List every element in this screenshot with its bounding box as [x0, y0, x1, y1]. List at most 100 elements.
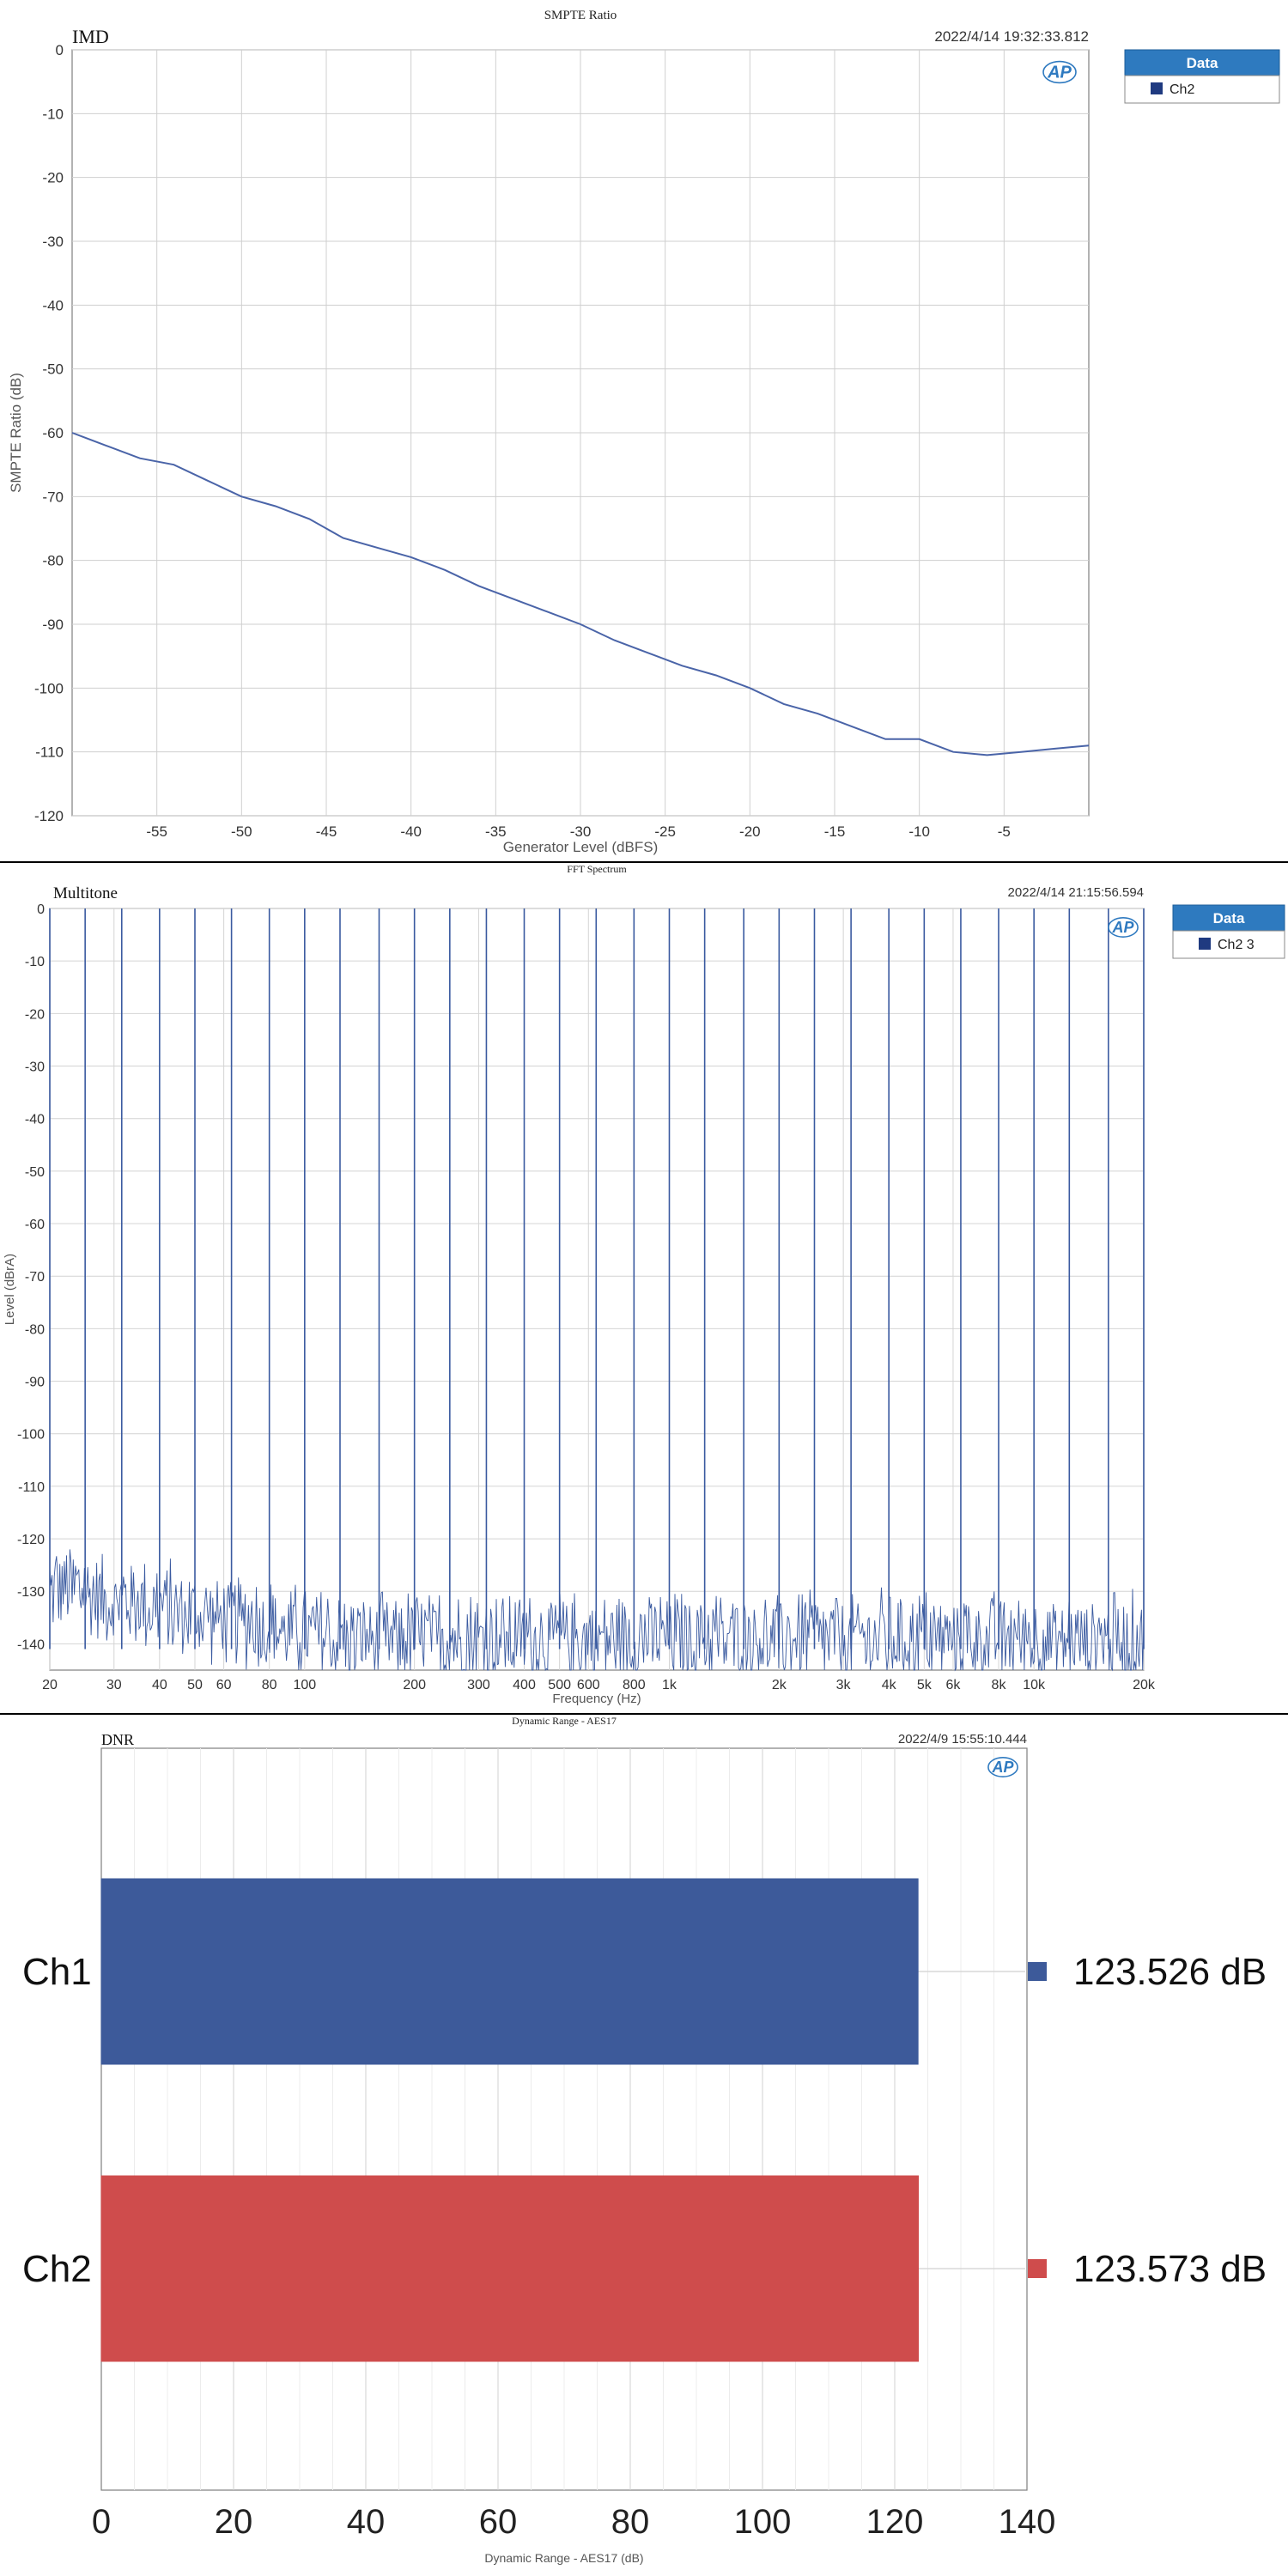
y-tick-label: -100	[34, 680, 64, 696]
y-tick-label: -10	[25, 955, 45, 969]
ap-logo-text: AP	[1111, 919, 1134, 936]
series-line-ch2	[71, 432, 1090, 756]
y-tick-label: -100	[17, 1428, 45, 1443]
chart-title: SMPTE Ratio	[544, 9, 617, 22]
y-tick-label: -50	[25, 1165, 45, 1180]
x-tick-label: -15	[824, 823, 846, 840]
x-tick-label: 5k	[917, 1678, 933, 1692]
y-axis-label: Level (dBrA)	[3, 1254, 17, 1325]
bar-ch2	[100, 2175, 920, 2362]
y-tick-label: -40	[25, 1113, 45, 1127]
y-tick-label: -50	[42, 361, 64, 378]
x-tick-label: -30	[570, 823, 592, 840]
y-tick-label: -70	[42, 489, 64, 505]
value-swatch	[1028, 2259, 1047, 2278]
x-tick-label: -5	[998, 823, 1011, 840]
x-tick-label: -20	[739, 823, 761, 840]
y-tick-label: 0	[56, 42, 64, 58]
ap-logo-ring	[1108, 917, 1139, 938]
x-axis-label: Dynamic Range - AES17 (dB)	[484, 2551, 643, 2565]
x-tick-label: 100	[293, 1678, 316, 1692]
chart-timestamp: 2022/4/14 19:32:33.812	[934, 28, 1089, 45]
x-tick-label: 30	[106, 1678, 122, 1692]
ap-logo: AP	[1108, 917, 1139, 938]
x-tick-label: 140	[999, 2503, 1056, 2541]
x-tick-label: 300	[467, 1678, 490, 1692]
x-tick-label: 40	[152, 1678, 167, 1692]
legend-title: Data	[1213, 910, 1245, 927]
y-tick-label: -30	[25, 1060, 45, 1075]
legend-header	[1124, 49, 1280, 76]
x-tick-label: 100	[734, 2503, 792, 2541]
y-tick-label: -60	[42, 425, 64, 441]
y-tick-label: -80	[25, 1322, 45, 1337]
x-tick-label: 800	[623, 1678, 646, 1692]
x-tick-label: 400	[513, 1678, 536, 1692]
x-tick-label: -45	[316, 823, 337, 840]
chart-tag: IMD	[72, 26, 109, 47]
legend-swatch	[1151, 82, 1163, 94]
y-tick-label: -140	[17, 1637, 45, 1652]
x-tick-label: 3k	[836, 1678, 852, 1692]
y-tick-label: -110	[18, 1480, 45, 1495]
x-tick-label: 40	[347, 2503, 386, 2541]
x-tick-label: -40	[400, 823, 422, 840]
chart-dynamic-range: 0 20 40 60 80 100 120 140 Ch1 123.526 dB Ch2 123.57…	[22, 1715, 1267, 2565]
y-tick-label: -90	[25, 1376, 45, 1390]
x-tick-label: 120	[866, 2503, 924, 2541]
x-tick-label: -25	[654, 823, 676, 840]
y-tick-label: -30	[42, 234, 64, 250]
ap-logo-ring	[1042, 60, 1077, 84]
y-tick-label: -20	[25, 1007, 45, 1022]
chart-timestamp: 2022/4/9 15:55:10.444	[898, 1732, 1027, 1747]
x-tick-label: 2k	[772, 1678, 787, 1692]
legend: Data Ch2 3	[1172, 904, 1285, 959]
x-tick-label: 80	[262, 1678, 277, 1692]
x-tick-label: 200	[403, 1678, 426, 1692]
y-tick-label: -110	[35, 744, 64, 761]
legend-header	[1172, 904, 1285, 932]
x-tick-label: 50	[187, 1678, 203, 1692]
y-tick-label: -120	[17, 1533, 45, 1547]
chart-fft-spectrum: 20 30 40 50 60 80 100 200 300 400 500 600 800 1k 2k 3k 4…	[3, 863, 1285, 1706]
chart-title: Dynamic Range - AES17	[512, 1715, 617, 1727]
chart-smpte-ratio: -55 -50 -45 -40 -35 -30 -25 -20 -15 -10 -50-10-20-…	[8, 9, 1280, 855]
legend-swatch	[1199, 938, 1211, 950]
y-tick-label: -60	[25, 1218, 45, 1232]
y-tick-label: -40	[42, 297, 64, 313]
legend-entry: Ch2 3	[1218, 938, 1255, 952]
x-tick-label: 10k	[1023, 1678, 1046, 1692]
x-tick-label: 60	[216, 1678, 232, 1692]
x-tick-label: 0	[92, 2503, 111, 2541]
x-tick-label: -50	[231, 823, 252, 840]
x-tick-label: 20	[42, 1678, 58, 1692]
legend: Data Ch2	[1124, 49, 1280, 104]
y-tick-label: 0	[37, 902, 45, 917]
chart-tag: Multitone	[53, 884, 118, 902]
ap-logo-text: AP	[1047, 64, 1072, 82]
category-label: Ch2	[22, 2248, 92, 2290]
x-tick-label: 600	[577, 1678, 600, 1692]
x-tick-label: 8k	[992, 1678, 1007, 1692]
x-tick-label: 6k	[945, 1678, 961, 1692]
y-tick-label: -130	[17, 1585, 45, 1600]
value-swatch	[1028, 1962, 1047, 1981]
chart-timestamp: 2022/4/14 21:15:56.594	[1008, 885, 1144, 900]
ap-logo: AP	[1042, 60, 1077, 84]
x-tick-label: 500	[548, 1678, 571, 1692]
chart-title: FFT Spectrum	[567, 863, 627, 875]
legend-title: Data	[1187, 55, 1218, 71]
x-tick-label: 60	[479, 2503, 518, 2541]
x-tick-label: 4k	[882, 1678, 897, 1692]
y-tick-label: -70	[25, 1270, 45, 1285]
category-label: Ch1	[22, 1951, 92, 1993]
y-tick-label: -80	[42, 553, 64, 569]
x-tick-label: 20	[215, 2503, 253, 2541]
legend-body	[1172, 930, 1285, 959]
y-tick-label: -120	[34, 808, 64, 824]
x-axis-label: Frequency (Hz)	[552, 1692, 641, 1706]
y-tick-label: -90	[42, 617, 64, 633]
x-tick-label: -35	[485, 823, 507, 840]
